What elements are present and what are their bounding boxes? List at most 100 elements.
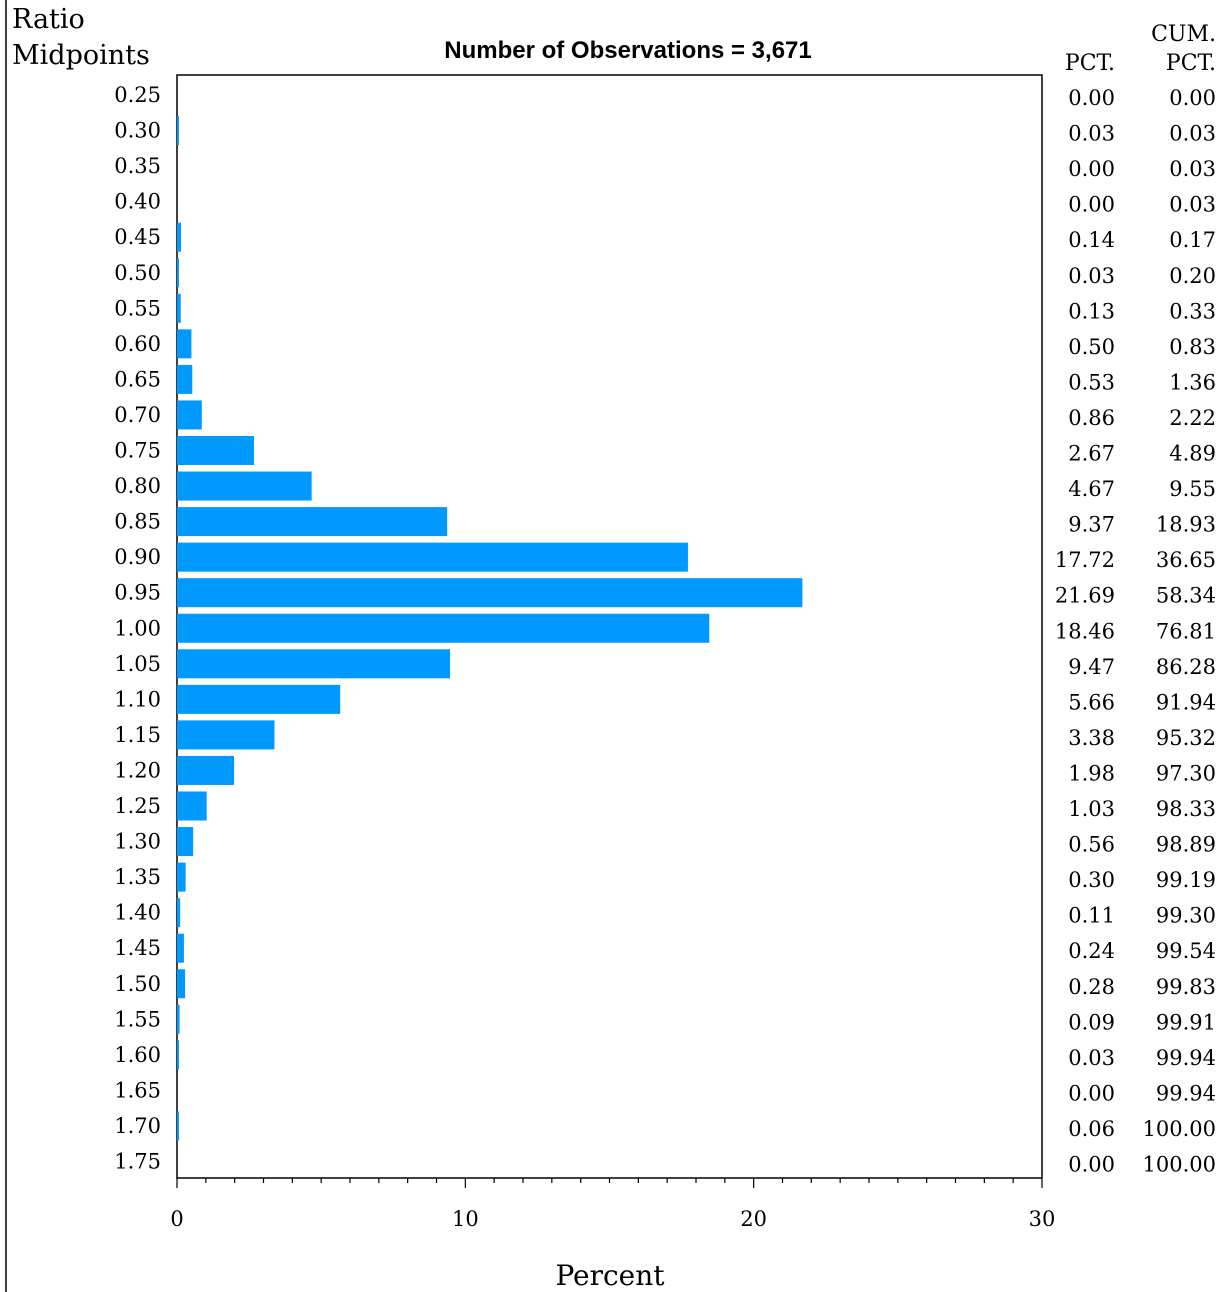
bar-0.50: [177, 258, 179, 288]
cum-pct-value: 99.91: [1156, 1010, 1216, 1034]
bar-0.80: [177, 471, 312, 501]
bar-1.40: [177, 898, 181, 928]
cum-pct-value: 100.00: [1143, 1153, 1216, 1177]
pct-value: 0.00: [1068, 1153, 1115, 1177]
cum-pct-value: 0.03: [1169, 157, 1216, 181]
bar-0.45: [177, 222, 182, 252]
cum-pct-value: 58.34: [1156, 584, 1216, 608]
pct-value: 21.69: [1055, 584, 1115, 608]
bar-0.60: [177, 329, 192, 359]
category-labels-group: 0.25 0.30 0.35 0.40 0.45 0.50 0.55 0.60 0.65 0.70…: [114, 83, 161, 1174]
bar-1.00: [177, 613, 710, 643]
category-label: 1.75: [114, 1150, 161, 1174]
pct-value: 3.38: [1068, 726, 1115, 750]
pct-value: 0.11: [1068, 904, 1115, 928]
category-label: 1.40: [114, 901, 161, 925]
cum-pct-value: 0.00: [1169, 86, 1216, 110]
category-label: 1.10: [114, 687, 161, 711]
category-label: 1.35: [114, 865, 161, 889]
cum-pct-value: 99.94: [1156, 1081, 1216, 1105]
bar-1.55: [177, 1004, 180, 1034]
category-label: 1.25: [114, 794, 161, 818]
category-label: 1.50: [114, 972, 161, 996]
cum-pct-value: 9.55: [1169, 477, 1216, 501]
bar-1.60: [177, 1040, 179, 1070]
category-label: 0.75: [114, 439, 161, 463]
x-tick-label: 0: [170, 1207, 183, 1231]
bar-1.35: [177, 862, 186, 892]
cum-pct-value: 0.20: [1169, 264, 1216, 288]
category-label: 0.55: [114, 296, 161, 320]
pct-value: 0.09: [1068, 1010, 1115, 1034]
bar-0.90: [177, 542, 688, 572]
category-label: 0.30: [114, 119, 161, 143]
category-label: 1.30: [114, 830, 161, 854]
category-label: 0.25: [114, 83, 161, 107]
pct-value: 0.30: [1068, 868, 1115, 892]
cum-pct-value: 86.28: [1156, 655, 1216, 679]
cum-pct-value: 97.30: [1156, 761, 1216, 785]
cum-pct-value: 0.17: [1169, 228, 1216, 252]
bars-group: [177, 116, 803, 1141]
category-label: 0.80: [114, 474, 161, 498]
pct-value: 0.03: [1068, 122, 1115, 146]
category-label: 1.20: [114, 758, 161, 782]
cum-pct-values-group: 0.00 0.03 0.03 0.03 0.17 0.20 0.33 0.83 1.36 2.22…: [1143, 86, 1216, 1177]
bar-1.50: [177, 969, 186, 999]
pct-value: 0.00: [1068, 193, 1115, 217]
category-label: 0.95: [114, 581, 161, 605]
category-label: 0.90: [114, 545, 161, 569]
x-tick-label: 10: [452, 1207, 479, 1231]
category-label: 1.55: [114, 1007, 161, 1031]
cum-pct-value: 0.03: [1169, 193, 1216, 217]
cum-pct-value: 1.36: [1169, 370, 1216, 394]
bar-1.15: [177, 720, 275, 750]
category-label: 1.60: [114, 1043, 161, 1067]
cum-pct-value: 76.81: [1156, 619, 1216, 643]
category-label: 0.40: [114, 190, 161, 214]
cum-pct-value: 99.94: [1156, 1046, 1216, 1070]
cum-pct-value: 2.22: [1169, 406, 1216, 430]
cum-pct-value: 36.65: [1156, 548, 1216, 572]
pct-value: 0.50: [1068, 335, 1115, 359]
bar-1.25: [177, 791, 207, 821]
pct-value: 0.56: [1068, 833, 1115, 857]
category-label: 0.65: [114, 367, 161, 391]
category-label: 0.45: [114, 225, 161, 249]
pct-value: 0.28: [1068, 975, 1115, 999]
x-tick-label: 30: [1029, 1207, 1056, 1231]
cum-pct-value: 0.33: [1169, 299, 1216, 323]
cum-pct-value: 91.94: [1156, 690, 1216, 714]
pct-value: 0.03: [1068, 264, 1115, 288]
y-axis-label: Ratio Midpoints: [12, 4, 150, 71]
pct-value: 0.00: [1068, 1081, 1115, 1105]
bar-0.70: [177, 400, 202, 430]
category-label: 1.45: [114, 936, 161, 960]
pct-column-header: PCT.: [1065, 51, 1115, 76]
bar-1.70: [177, 1111, 179, 1141]
category-label: 1.00: [114, 616, 161, 640]
bar-1.30: [177, 827, 194, 857]
pct-value: 0.13: [1068, 299, 1115, 323]
cum-pct-value: 0.83: [1169, 335, 1216, 359]
cum-pct-value: 99.54: [1156, 939, 1216, 963]
pct-value: 9.37: [1068, 513, 1115, 537]
pct-value: 0.53: [1068, 370, 1115, 394]
pct-value: 0.00: [1068, 86, 1115, 110]
cum-pct-value: 95.32: [1156, 726, 1216, 750]
category-label: 1.15: [114, 723, 161, 747]
pct-value: 0.03: [1068, 1046, 1115, 1070]
pct-values-group: 0.00 0.03 0.00 0.00 0.14 0.03 0.13 0.50 0.53 0.86…: [1055, 86, 1115, 1177]
bar-0.55: [177, 293, 181, 323]
bar-0.85: [177, 507, 448, 537]
cum-pct-value: 98.33: [1156, 797, 1216, 821]
x-axis-label: Percent: [555, 1259, 665, 1292]
category-label: 0.50: [114, 261, 161, 285]
bar-1.05: [177, 649, 451, 679]
x-tick-label: 20: [740, 1207, 767, 1231]
category-label: 0.60: [114, 332, 161, 356]
bar-1.20: [177, 755, 235, 785]
pct-value: 0.86: [1068, 406, 1115, 430]
cum-pct-value: 100.00: [1143, 1117, 1216, 1141]
